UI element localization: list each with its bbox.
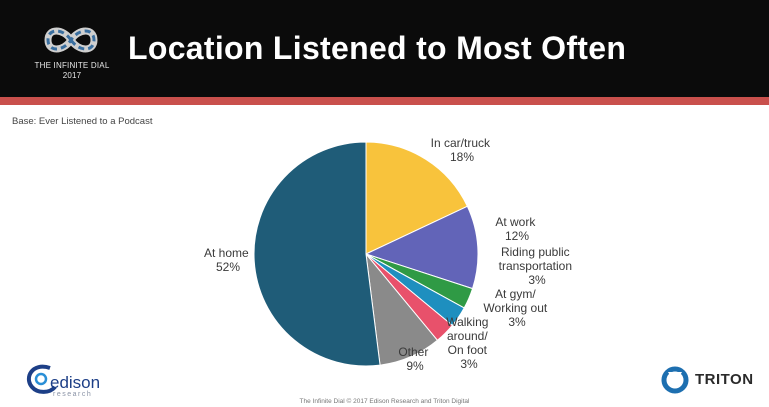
- logo-line-2: 2017: [62, 71, 82, 80]
- pie-chart: In car/truck 18% At work 12% Riding publ…: [204, 136, 576, 373]
- label-in-car-truck-text: In car/truck: [431, 136, 491, 150]
- pie-slice-in-car-truck: [365, 141, 469, 255]
- label-other: Other 9%: [398, 345, 431, 373]
- label-walking-line2: around/: [447, 329, 488, 343]
- label-at-work-value: 12%: [505, 229, 529, 243]
- label-other-value: 9%: [406, 359, 424, 373]
- pie-slice-at-work: [364, 205, 479, 290]
- label-riding-public-line1: Riding public: [501, 245, 570, 259]
- infinite-dial-logo-icon: [44, 27, 98, 53]
- footer-credit: The Infinite Dial © 2017 Edison Research…: [299, 398, 470, 405]
- triton-wordmark: TRITON: [695, 371, 754, 388]
- label-riding-public-transportation: Riding public transportation 3%: [499, 245, 576, 287]
- label-at-home-text: At home: [204, 246, 249, 260]
- header-divider: [0, 97, 769, 105]
- label-in-car-truck: In car/truck 18%: [431, 136, 494, 164]
- label-at-work: At work 12%: [495, 215, 538, 243]
- pie-slices: [253, 141, 479, 367]
- logo-caption: THE INFINITE DIAL 2017: [26, 61, 118, 81]
- label-walking-line3: On foot: [448, 343, 488, 357]
- base-note: Base: Ever Listened to a Podcast: [12, 116, 153, 127]
- label-at-gym-value: 3%: [508, 315, 526, 329]
- edison-subtitle: research: [53, 391, 93, 398]
- edison-wordmark: edison: [50, 373, 101, 392]
- label-other-text: Other: [398, 345, 428, 359]
- label-at-gym-line1: At gym/: [495, 287, 536, 301]
- label-riding-public-line2: transportation: [499, 259, 572, 273]
- label-at-gym-line2: Working out: [483, 301, 547, 315]
- pie-slice-at-home: [253, 141, 381, 367]
- label-walking-line1: Walking: [446, 315, 488, 329]
- label-in-car-truck-value: 18%: [450, 150, 474, 164]
- label-walking-value: 3%: [460, 357, 478, 371]
- label-at-home-value: 52%: [216, 260, 240, 274]
- label-riding-public-value: 3%: [528, 273, 546, 287]
- logo-line-1: THE INFINITE DIAL: [34, 61, 110, 70]
- triton-logo-icon: [661, 366, 689, 394]
- edison-logo-icon: [26, 364, 57, 394]
- label-at-home: At home 52%: [204, 246, 252, 274]
- header-bar: [0, 0, 769, 97]
- label-walking-around: Walking around/ On foot 3%: [446, 315, 492, 371]
- page-title: Location Listened to Most Often: [128, 30, 627, 66]
- label-at-work-text: At work: [495, 215, 536, 229]
- label-at-gym: At gym/ Working out 3%: [483, 287, 550, 329]
